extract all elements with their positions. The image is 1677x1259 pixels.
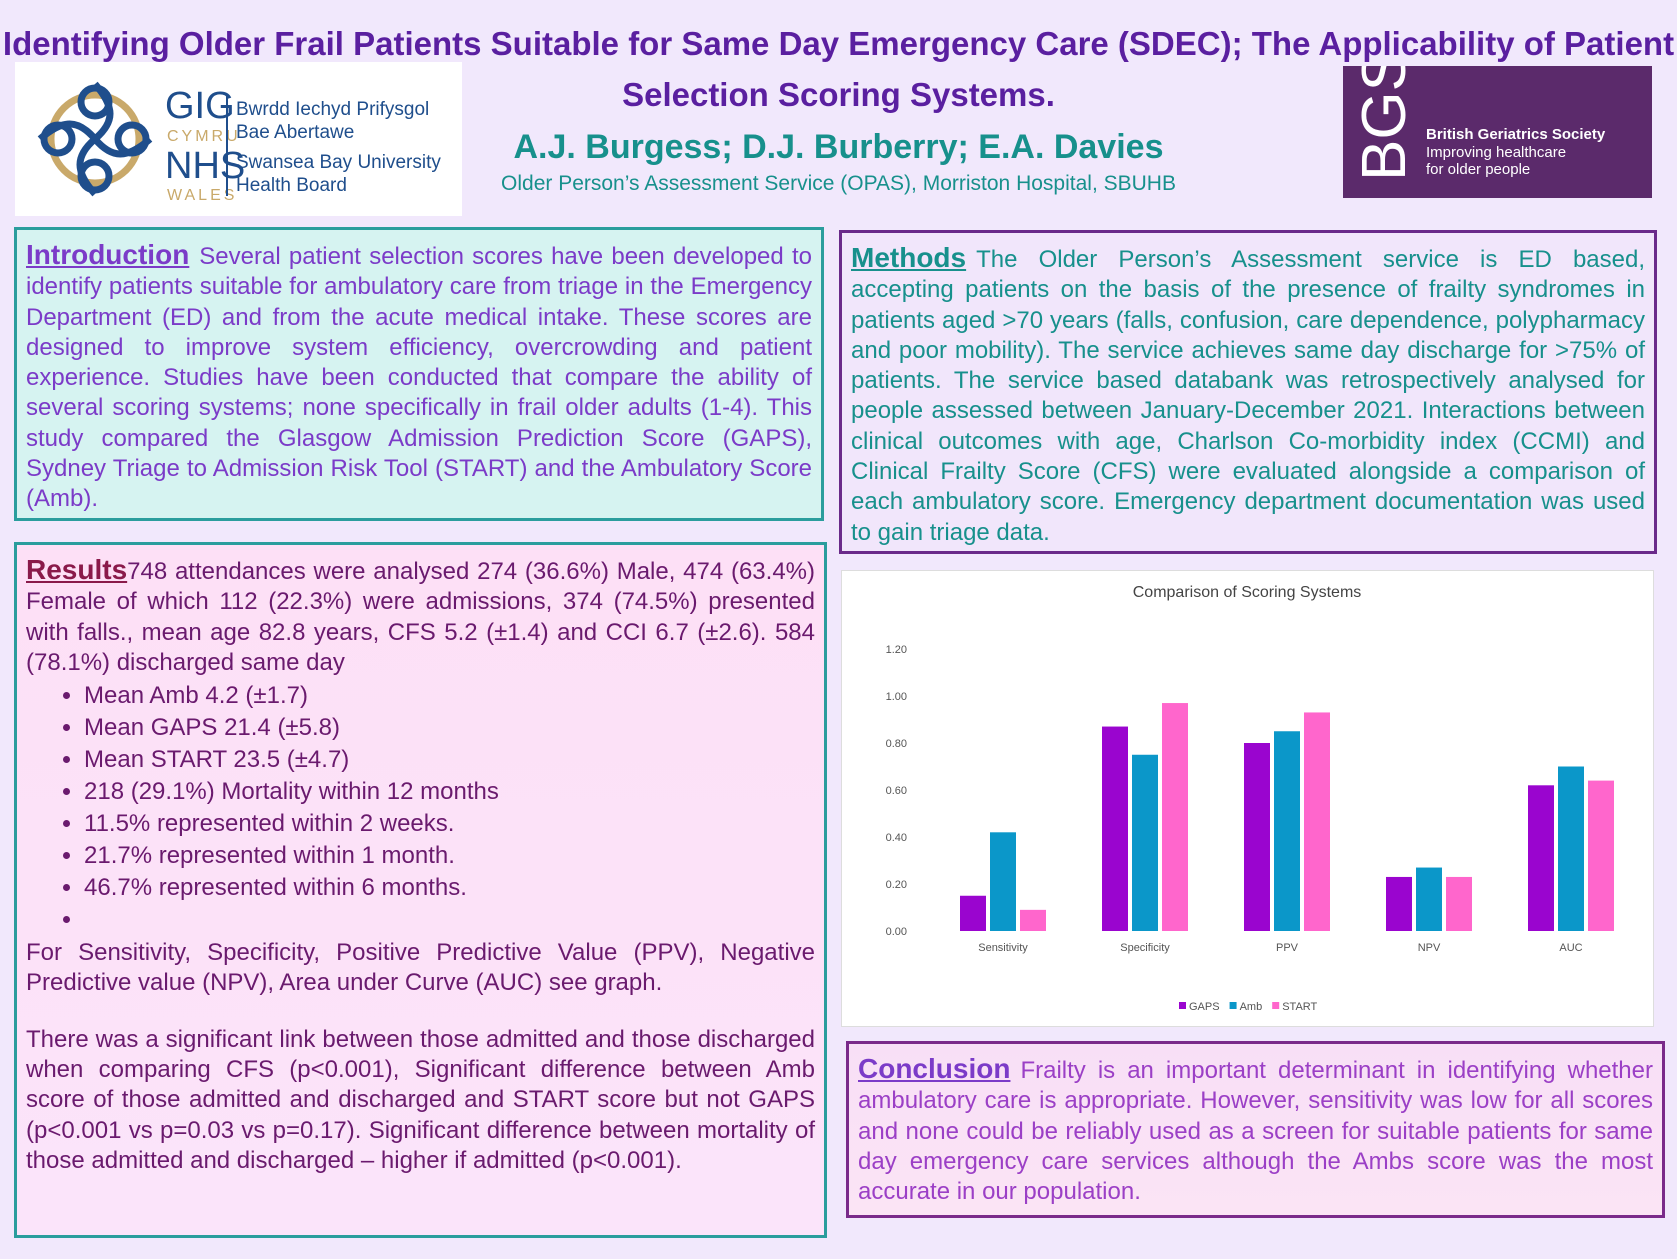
logo-line: Bae Abertawe [236, 122, 354, 143]
bar [1416, 867, 1442, 931]
chart: Comparison of Scoring Systems 0.00 0.20 0.… [886, 584, 1614, 1013]
legend-swatch [1229, 1002, 1237, 1009]
cymru: CYMRU [167, 128, 241, 145]
heading: Methods [851, 242, 967, 273]
bar [960, 895, 986, 931]
conclusion: Conclusion Frailty is an important determ… [846, 1041, 1665, 1218]
nhs: NHS [165, 145, 245, 187]
bgs-logo-graphic: BGS British Geriatrics Society Improving… [1350, 50, 1606, 181]
nhs-logo: GIG CYMRU NHS WALES Bwrdd Iechyd Prifysg… [15, 62, 462, 216]
logo-line: Swansea Bay University [236, 152, 441, 173]
y-tick-label: 0.80 [886, 738, 907, 750]
bullet [84, 904, 815, 936]
heading: Introduction [26, 239, 190, 270]
bullet: 21.7% represented within 1 month. [84, 840, 815, 872]
bullet: 218 (29.1%) Mortality within 12 months [84, 776, 815, 808]
bullet: 11.5% represented within 2 weeks. [84, 808, 815, 840]
y-tick-label: 1.00 [886, 691, 907, 703]
bullet-list: Mean Amb 4.2 (±1.7)Mean GAPS 21.4 (±5.8)… [54, 680, 815, 936]
x-tick-label: Sensitivity [978, 942, 1028, 954]
authors: A.J. Burgess; D.J. Burberry; E.A. Davies [513, 128, 1164, 166]
knot-icon [37, 81, 153, 197]
bar [1386, 876, 1412, 931]
bar [1558, 766, 1584, 931]
y-tick-label: 0.60 [886, 785, 907, 797]
bar [1162, 703, 1188, 931]
legend-label: GAPS [1189, 1001, 1220, 1013]
body-text: For Sensitivity, Specificity, Positive P… [26, 939, 815, 997]
x-tick-label: NPV [1418, 942, 1441, 954]
bar [1446, 876, 1472, 931]
y-tick-label: 1.20 [886, 644, 907, 656]
title: Identifying Older Frail Patients Suitabl… [2, 25, 1675, 113]
bullet: Mean GAPS 21.4 (±5.8) [84, 712, 815, 744]
y-tick-label: 0.20 [886, 879, 907, 891]
y-tick-label: 0.40 [886, 832, 907, 844]
heading: Conclusion [858, 1053, 1011, 1084]
x-tick-label: Specificity [1120, 942, 1170, 954]
bar [1528, 785, 1554, 931]
gig: GIG [165, 85, 235, 127]
bullet: 46.7% represented within 6 months. [84, 872, 815, 904]
bar [1132, 754, 1158, 931]
legend-label: START [1282, 1001, 1317, 1013]
x-tick-label: PPV [1276, 942, 1299, 954]
bar [1588, 780, 1614, 931]
legend-swatch [1272, 1002, 1280, 1009]
bgs-mark: BGS [1350, 66, 1419, 181]
bgs-name: British Geriatrics Society [1426, 126, 1606, 143]
nhs-logo-graphic: GIG CYMRU NHS WALES Bwrdd Iechyd Prifysg… [37, 81, 441, 204]
logo-line: Bwrdd Iechyd Prifysgol [236, 99, 429, 120]
bar [1102, 726, 1128, 931]
affiliation: Older Person’s Assessment Service (OPAS)… [501, 172, 1176, 195]
chart-panel: Comparison of Scoring Systems 0.00 0.20 0.… [841, 570, 1654, 1027]
body-text: The Older Person’s Assessment service is… [851, 246, 1645, 546]
introduction: Introduction Several patient selection sc… [14, 227, 824, 521]
wales: WALES [167, 187, 237, 204]
methods: Methods The Older Person’s Assessment ser… [839, 230, 1657, 554]
chart-title: Comparison of Scoring Systems [1133, 584, 1362, 601]
bgs-tagline: for older people [1426, 161, 1530, 178]
body-text: Several patient selection scores have be… [26, 243, 812, 513]
logo-line: Health Board [236, 175, 347, 196]
bgs-tagline: Improving healthcare [1426, 144, 1566, 161]
body-text: 748 attendances were analysed 274 (36.6%… [26, 558, 815, 676]
bar [990, 832, 1016, 931]
x-tick-label: AUC [1559, 942, 1582, 954]
legend-swatch [1179, 1002, 1186, 1009]
bar [1244, 743, 1270, 931]
bar [1274, 731, 1300, 931]
heading: Results [26, 554, 128, 585]
bullet: Mean START 23.5 (±4.7) [84, 744, 815, 776]
y-tick-label: 0.00 [886, 926, 907, 938]
body-text: There was a significant link between tho… [26, 1025, 815, 1174]
bar [1304, 712, 1330, 931]
bullet: Mean Amb 4.2 (±1.7) [84, 680, 815, 712]
bgs-logo: BGS British Geriatrics Society Improving… [1343, 50, 1652, 198]
results: Results748 attendances were analysed 274… [14, 542, 827, 1238]
bar [1020, 909, 1046, 931]
legend-label: Amb [1240, 1001, 1263, 1013]
body-text: Frailty is an important determinant in i… [858, 1057, 1653, 1206]
